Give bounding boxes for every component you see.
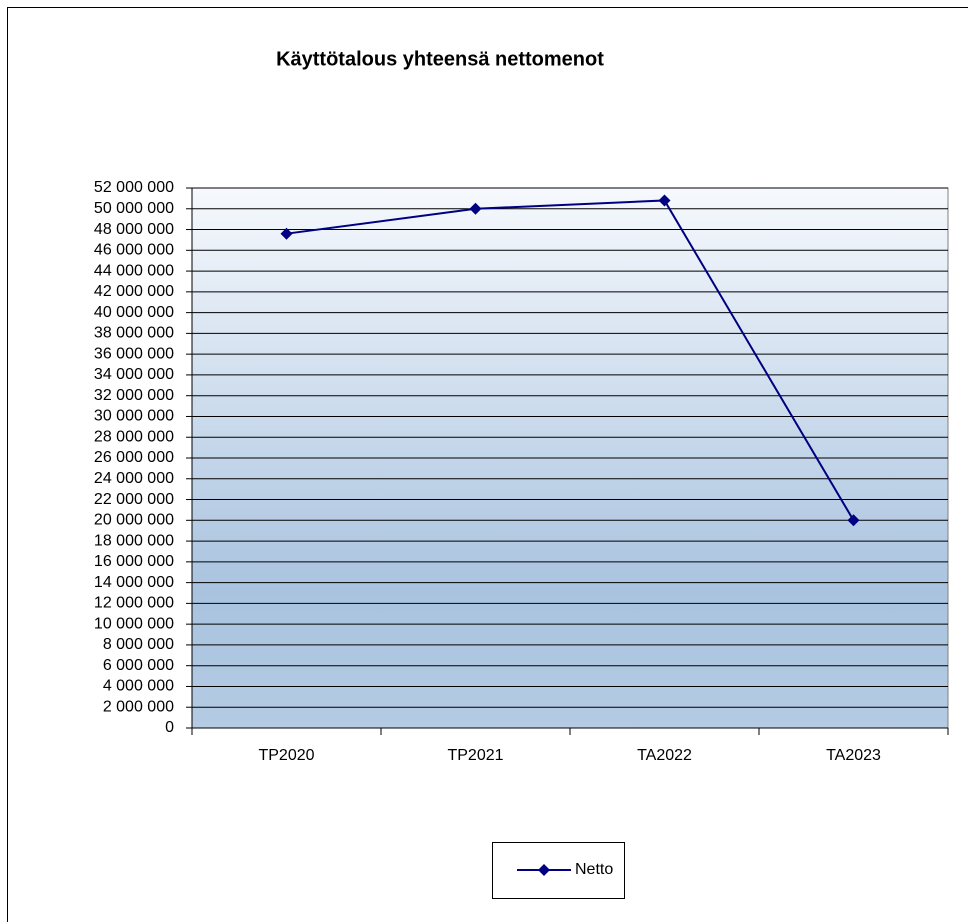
x-tick-label: TA2022: [637, 747, 692, 764]
marker: [469, 202, 482, 215]
y-tick-label: 2 000 000: [103, 698, 174, 715]
x-tick-label: TA2023: [826, 747, 881, 764]
y-tick-label: 50 000 000: [94, 200, 174, 217]
y-tick-label: 42 000 000: [94, 283, 174, 300]
y-tick-label: 32 000 000: [94, 387, 174, 404]
y-tick-label: 12 000 000: [94, 595, 174, 612]
x-tick-label: TP2021: [447, 747, 503, 764]
chart-title: Käyttötalous yhteensä nettomenot: [276, 48, 604, 70]
y-tick-label: 48 000 000: [94, 221, 174, 238]
y-tick-label: 14 000 000: [94, 574, 174, 591]
y-tick-label: 36 000 000: [94, 345, 174, 362]
y-tick-label: 30 000 000: [94, 408, 174, 425]
y-tick-label: 28 000 000: [94, 428, 174, 445]
legend-marker: [538, 864, 550, 876]
y-tick-label: 18 000 000: [94, 532, 174, 549]
y-tick-label: 16 000 000: [94, 553, 174, 570]
y-tick-label: 10 000 000: [94, 615, 174, 632]
y-tick-label: 4 000 000: [103, 678, 174, 695]
y-tick-label: 8 000 000: [103, 636, 174, 653]
y-tick-label: 40 000 000: [94, 304, 174, 321]
y-tick-label: 44 000 000: [94, 262, 174, 279]
y-tick-label: 6 000 000: [103, 657, 174, 674]
line: [286, 199, 855, 521]
y-tick-label: 24 000 000: [94, 470, 174, 487]
y-tick-label: 38 000 000: [94, 325, 174, 342]
marker: [658, 194, 671, 207]
y-tick-label: 26 000 000: [94, 449, 174, 466]
y-tick-label: 0: [165, 719, 174, 736]
legend-label: Netto: [575, 861, 613, 878]
y-tick-label: 46 000 000: [94, 242, 174, 259]
marker: [847, 514, 860, 527]
y-tick-label: 22 000 000: [94, 491, 174, 508]
y-tick-label: 20 000 000: [94, 512, 174, 529]
y-tick-label: 34 000 000: [94, 366, 174, 383]
x-tick-label: TP2020: [258, 747, 314, 764]
marker: [280, 227, 293, 240]
y-tick-label: 52 000 000: [94, 179, 174, 196]
